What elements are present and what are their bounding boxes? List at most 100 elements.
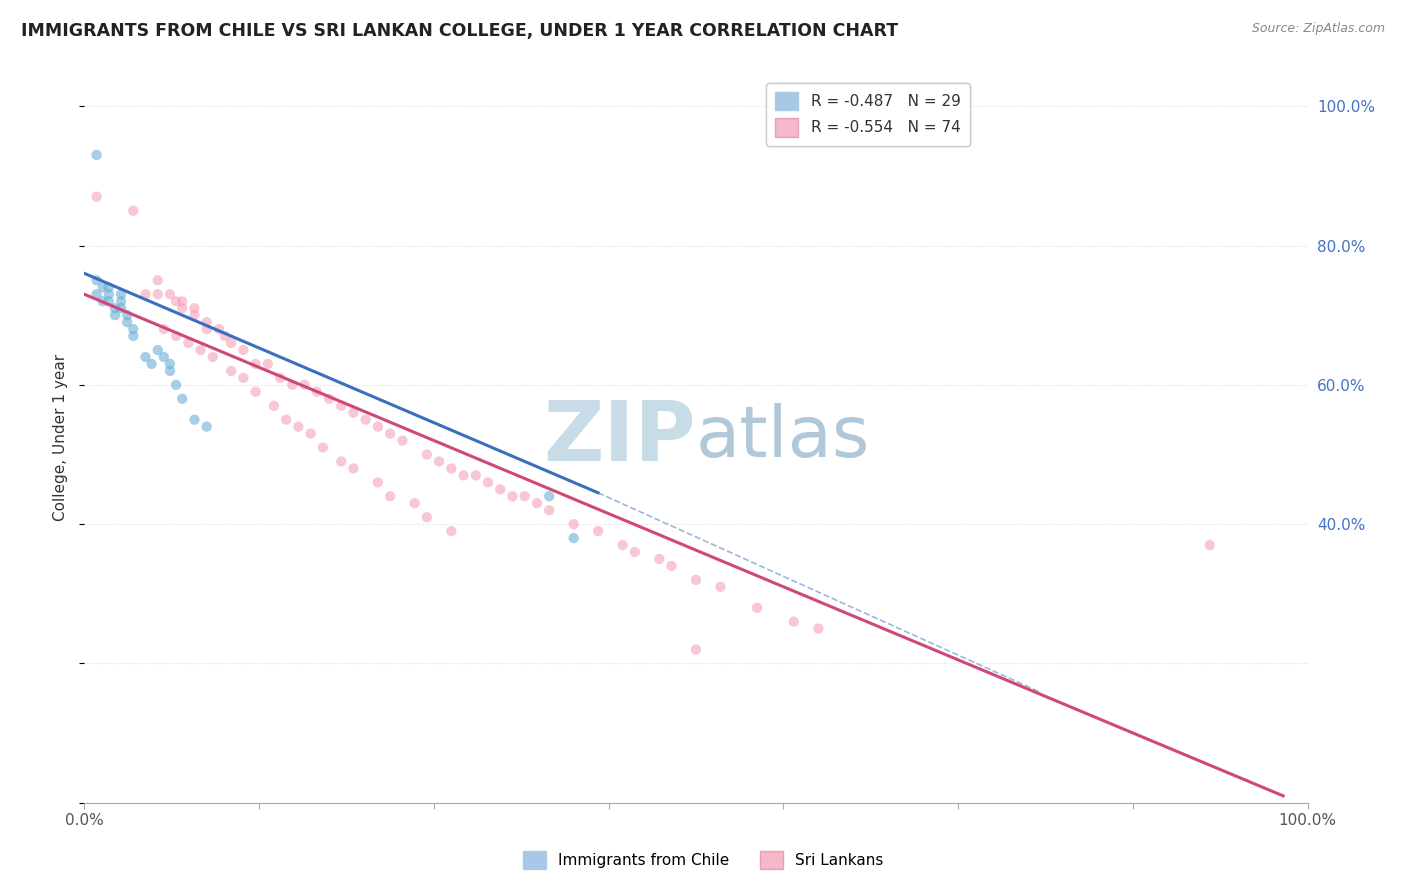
Point bbox=[330, 454, 353, 468]
Point bbox=[586, 524, 609, 538]
Point bbox=[354, 412, 377, 426]
Point bbox=[91, 280, 114, 294]
Point bbox=[464, 468, 486, 483]
Point bbox=[342, 406, 364, 420]
Point bbox=[122, 322, 145, 336]
Point bbox=[453, 468, 475, 483]
Point bbox=[135, 287, 157, 301]
Point bbox=[195, 315, 218, 329]
Point bbox=[165, 377, 187, 392]
Point bbox=[110, 287, 132, 301]
Point bbox=[146, 273, 169, 287]
Point bbox=[783, 615, 806, 629]
Point bbox=[263, 399, 285, 413]
Point bbox=[165, 329, 187, 343]
Point bbox=[97, 294, 120, 309]
Point bbox=[281, 377, 304, 392]
Point bbox=[177, 336, 200, 351]
Point bbox=[477, 475, 499, 490]
Point bbox=[342, 461, 364, 475]
Text: IMMIGRANTS FROM CHILE VS SRI LANKAN COLLEGE, UNDER 1 YEAR CORRELATION CHART: IMMIGRANTS FROM CHILE VS SRI LANKAN COLL… bbox=[21, 22, 898, 40]
Point bbox=[562, 517, 585, 532]
Legend: Immigrants from Chile, Sri Lankans: Immigrants from Chile, Sri Lankans bbox=[516, 845, 890, 875]
Point bbox=[440, 461, 463, 475]
Point bbox=[416, 448, 439, 462]
Point bbox=[380, 426, 402, 441]
Text: ZIP: ZIP bbox=[544, 397, 696, 477]
Point bbox=[330, 399, 353, 413]
Point bbox=[91, 294, 114, 309]
Point bbox=[538, 503, 561, 517]
Point bbox=[104, 308, 127, 322]
Point bbox=[232, 371, 254, 385]
Point bbox=[661, 558, 683, 573]
Point bbox=[195, 419, 218, 434]
Point bbox=[245, 384, 267, 399]
Point bbox=[219, 364, 242, 378]
Point bbox=[1198, 538, 1220, 552]
Point bbox=[86, 148, 108, 162]
Point bbox=[153, 322, 176, 336]
Point bbox=[807, 622, 830, 636]
Point bbox=[526, 496, 548, 510]
Point bbox=[172, 294, 194, 309]
Point bbox=[245, 357, 267, 371]
Point bbox=[146, 287, 169, 301]
Text: atlas: atlas bbox=[696, 402, 870, 472]
Point bbox=[685, 642, 707, 657]
Point bbox=[709, 580, 731, 594]
Point bbox=[104, 301, 127, 316]
Point bbox=[86, 190, 108, 204]
Point bbox=[159, 364, 181, 378]
Point bbox=[172, 301, 194, 316]
Point bbox=[416, 510, 439, 524]
Point bbox=[269, 371, 291, 385]
Point bbox=[214, 329, 236, 343]
Point bbox=[219, 336, 242, 351]
Point bbox=[110, 294, 132, 309]
Point bbox=[624, 545, 647, 559]
Y-axis label: College, Under 1 year: College, Under 1 year bbox=[52, 353, 67, 521]
Point bbox=[86, 273, 108, 287]
Point bbox=[195, 322, 218, 336]
Point bbox=[110, 301, 132, 316]
Point bbox=[122, 203, 145, 218]
Point bbox=[201, 350, 224, 364]
Point bbox=[538, 489, 561, 503]
Point bbox=[122, 329, 145, 343]
Point bbox=[685, 573, 707, 587]
Point bbox=[183, 301, 205, 316]
Point bbox=[648, 552, 671, 566]
Point bbox=[427, 454, 450, 468]
Point bbox=[489, 483, 512, 497]
Point bbox=[183, 308, 205, 322]
Point bbox=[257, 357, 280, 371]
Point bbox=[135, 350, 157, 364]
Point bbox=[305, 384, 328, 399]
Point bbox=[86, 287, 108, 301]
Point bbox=[115, 315, 138, 329]
Point bbox=[159, 357, 181, 371]
Point bbox=[440, 524, 463, 538]
Point bbox=[294, 377, 316, 392]
Point bbox=[318, 392, 340, 406]
Point bbox=[141, 357, 163, 371]
Point bbox=[183, 412, 205, 426]
Point bbox=[612, 538, 634, 552]
Point bbox=[312, 441, 335, 455]
Point bbox=[299, 426, 322, 441]
Point bbox=[562, 531, 585, 545]
Point bbox=[513, 489, 536, 503]
Point bbox=[153, 350, 176, 364]
Point bbox=[190, 343, 212, 357]
Point bbox=[115, 308, 138, 322]
Point bbox=[146, 343, 169, 357]
Point bbox=[747, 600, 769, 615]
Point bbox=[232, 343, 254, 357]
Point bbox=[287, 419, 309, 434]
Point bbox=[97, 287, 120, 301]
Point bbox=[367, 475, 389, 490]
Point bbox=[391, 434, 413, 448]
Point bbox=[502, 489, 524, 503]
Point bbox=[159, 287, 181, 301]
